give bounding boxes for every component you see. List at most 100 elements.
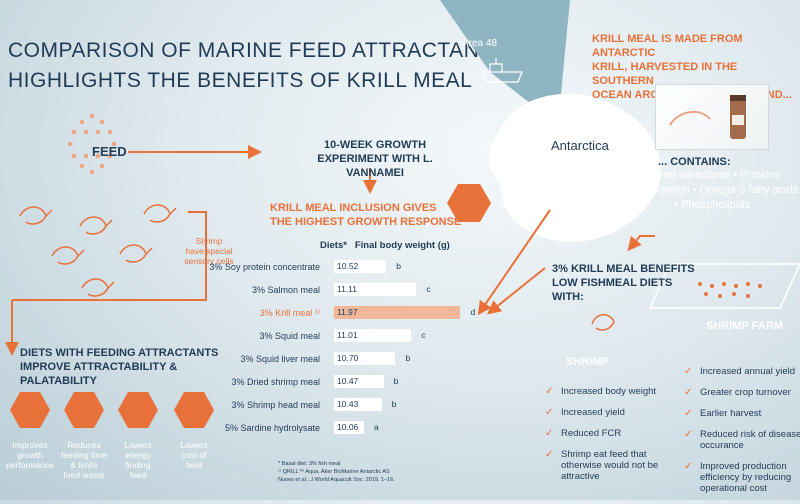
diet-label: 5% Sardine hydrolysate <box>224 423 320 433</box>
significance-letter: c <box>426 284 431 294</box>
contains-list: • Feed attractants • Proteins • Astaxant… <box>625 169 799 211</box>
table-row: 3% Salmon meal 11.11 c <box>200 283 470 297</box>
shrimp-farm-pond-icon <box>650 263 800 309</box>
list-item-text: Improved production efficiency by reduci… <box>700 461 792 494</box>
list-item: ✓ Reduced risk of disease occurance <box>684 429 800 451</box>
list-item: ✓ Increased body weight <box>545 386 675 397</box>
krill-hex-icon <box>447 184 491 222</box>
list-item: ✓ Increased annual yield <box>684 366 800 377</box>
krill-jar-icon <box>669 95 746 139</box>
feed-pellets-icon <box>67 113 117 175</box>
antarctica-map <box>489 93 661 242</box>
weight-value: 10.52 <box>337 261 359 271</box>
icon-caption: Lowers energy finding feed <box>124 440 152 480</box>
weight-bar <box>334 421 364 434</box>
list-item: ✓ Increased yield <box>545 407 675 418</box>
shrimp-farm-label: Shrimp farm <box>706 320 783 332</box>
ship-icon <box>481 58 523 83</box>
weight-value: 11.01 <box>337 330 358 340</box>
farm-benefit-list: ✓ Increased annual yield ✓ Greater crop tur… <box>684 366 800 504</box>
table-row: 3% Soy protein concentrate 10.52 b <box>200 260 470 274</box>
list-item-text: Earlier harvest <box>700 408 762 419</box>
weight-value: 10.47 <box>337 376 359 386</box>
checkmark-icon: ✓ <box>545 449 554 460</box>
shrimp-icon <box>591 314 615 331</box>
inclusion-heading: Krill meal inclusion gives the highest g… <box>270 202 462 228</box>
shrimp-benefit-list: ✓ Increased body weight ✓ Increased yield ✓ R… <box>545 386 675 492</box>
diet-label: 3% Squid liver meal <box>240 354 320 364</box>
weight-value: 10.06 <box>337 422 359 432</box>
icon-caption: Improves growth performance <box>6 440 54 470</box>
significance-letter: b <box>393 376 399 386</box>
table-row: 3% Shrimp head meal 10.43 b <box>200 398 470 412</box>
diet-label: 3% Soy protein concentrate <box>209 262 320 272</box>
antarctica-label: Antarctica <box>551 138 609 153</box>
checkmark-icon: ✓ <box>545 407 554 418</box>
list-item: ✓ Earlier harvest <box>684 408 800 419</box>
list-item: ✓ Reduced FCR <box>545 428 675 439</box>
diet-label: 3% Salmon meal <box>251 285 320 295</box>
diet-label: 3% Squid meal <box>259 331 320 341</box>
table-row: 3% Krill meal ¹⁾ 11.97 d <box>200 306 475 320</box>
checkmark-icon: ✓ <box>684 429 693 440</box>
checkmark-icon: ✓ <box>684 366 693 377</box>
krill-meal-photo <box>655 84 769 150</box>
page-title: Comparison of marine feed attractants hi… <box>8 36 507 96</box>
table-header: Diets* Final body weight (g) <box>320 240 450 251</box>
shrimp-group-icon <box>19 204 177 297</box>
col-diets: Diets* <box>320 240 347 251</box>
coin-icon <box>174 392 214 428</box>
weight-bar <box>334 375 384 388</box>
list-item-text: Greater crop turnover <box>700 387 791 398</box>
significance-letter: c <box>421 330 426 340</box>
checkmark-icon: ✓ <box>545 428 554 439</box>
icon-caption: Reduces feeding time & limits feed waste <box>60 440 108 480</box>
icon-caption: Lowers cost of feed <box>180 440 208 470</box>
growth-experiment-heading: 10-WEEK GROWTH EXPERIMENT WITH L. VANNAM… <box>317 139 433 179</box>
table-row: 3% Squid meal 11.01 c <box>200 329 470 343</box>
weight-bar <box>334 260 387 273</box>
weight-value: 10.70 <box>337 353 359 363</box>
checkmark-icon: ✓ <box>545 386 554 397</box>
weight-bar <box>334 398 382 411</box>
list-item: ✓ Shrimp eat feed that otherwise would no… <box>545 449 675 482</box>
list-item-text: Shrimp eat feed that otherwise would not… <box>561 449 659 482</box>
list-item-text: Increased annual yield <box>700 366 796 377</box>
title-line-1: Comparison of marine feed attractants <box>8 39 508 62</box>
checkmark-icon: ✓ <box>684 387 693 398</box>
significance-letter: b <box>396 261 401 271</box>
table-row: 3% Squid liver meal 10.70 b <box>200 352 470 366</box>
diet-label: 3% Shrimp head meal <box>231 400 320 410</box>
diets-heading: Diets with feeding attractants improve a… <box>20 347 219 387</box>
list-item-text: Increased body weight <box>561 386 657 397</box>
shrimp-sensory-note: Shrimp have special sensory cells <box>184 236 234 266</box>
weight-bar <box>334 306 461 319</box>
significance-letter: b <box>405 353 411 363</box>
significance-letter: b <box>391 399 397 409</box>
table-notes: * Basal diet: 3% fish meal ¹⁾ QRILL™ Aqu… <box>278 461 395 483</box>
list-item-text: Reduced FCR <box>561 428 622 439</box>
checkmark-icon: ✓ <box>684 408 693 419</box>
weight-value: 10.43 <box>337 399 359 409</box>
weight-value: 11.97 <box>337 307 358 317</box>
contains-heading: ... CONTAINS: <box>658 156 731 168</box>
diet-label: 3% Dried shrimp meal <box>231 377 320 387</box>
shrimp-label: Shrimp <box>566 356 609 368</box>
area-48-sea-shape <box>440 0 570 125</box>
list-item: ✓ Improved production efficiency by reduc… <box>684 461 800 494</box>
title-line-2: highlights the benefits of krill meal <box>8 69 473 92</box>
col-weight: Final body weight (g) <box>354 240 450 251</box>
table-row: 3% Dried shrimp meal 10.47 b <box>200 375 470 389</box>
feed-label: FEED <box>92 144 127 159</box>
weight-bar <box>334 283 417 296</box>
list-item-text: Increased yield <box>561 407 625 418</box>
weight-value: 11.11 <box>337 284 358 294</box>
significance-letter: d <box>470 307 476 317</box>
weight-bar <box>334 352 396 365</box>
checkmark-icon: ✓ <box>684 461 693 472</box>
list-item: ✓ Greater crop turnover <box>684 387 800 398</box>
table-row: 5% Sardine hydrolysate 10.06 a <box>200 421 470 435</box>
weight-bar <box>334 329 412 342</box>
